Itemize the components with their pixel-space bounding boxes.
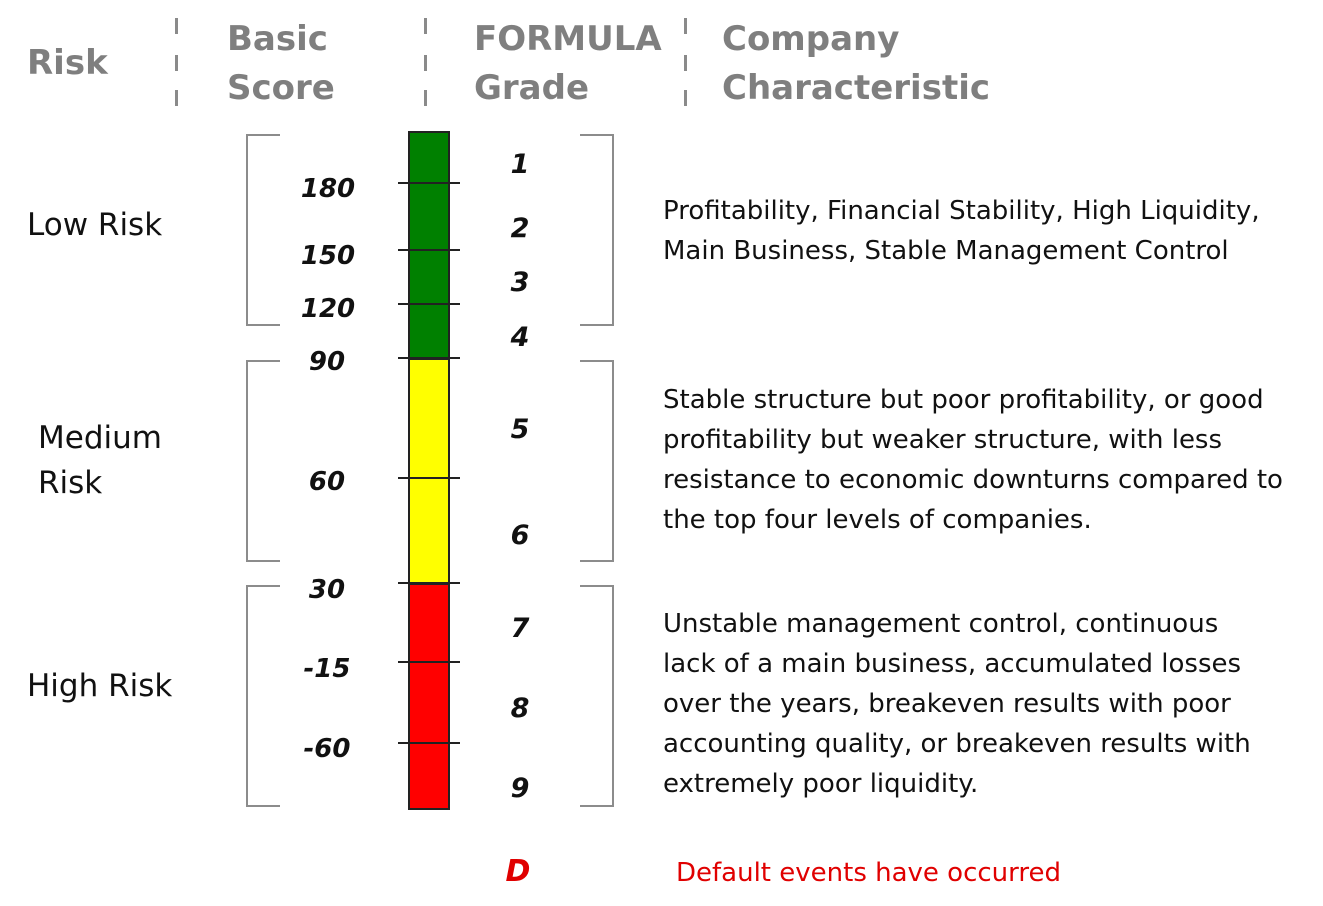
default-grade-label: D (505, 854, 531, 889)
default-description: Default events have occurred (676, 858, 1062, 888)
grade-label: 2 (510, 213, 530, 244)
grade-label: 5 (510, 414, 530, 445)
grade-label: 1 (510, 149, 530, 180)
grade-label: 9 (510, 773, 530, 804)
score-label: -60 (303, 734, 351, 764)
tick-minus15 (398, 661, 460, 663)
description-low-risk: Profitability, Financial Stability, High… (663, 196, 1260, 266)
risk-label-low: Low Risk (27, 207, 163, 243)
tick-90 (398, 357, 460, 359)
right-bracket-low (580, 134, 614, 326)
description-medium-risk: Stable structure but poor profitability,… (663, 385, 1283, 535)
risk-label-high: High Risk (27, 668, 173, 704)
tick-30 (398, 582, 460, 584)
grade-label: 3 (510, 267, 530, 298)
risk-label-medium-line1: Medium (38, 420, 162, 456)
risk-label-medium-line2: Risk (38, 465, 103, 501)
score-label: 30 (308, 575, 346, 605)
header-company-characteristic-line2: Characteristic (722, 68, 990, 108)
grade-label: 6 (510, 520, 530, 551)
score-label: -15 (303, 654, 351, 684)
tick-minus60 (398, 742, 460, 744)
left-bracket-high (246, 585, 280, 807)
tick-120 (398, 303, 460, 305)
left-bracket-medium (246, 360, 280, 562)
header-formula-grade-line1: FORMULA (474, 19, 662, 59)
grade-label: 7 (510, 613, 530, 644)
tick-180 (398, 182, 460, 184)
score-label: 60 (308, 467, 346, 497)
grade-label: 8 (510, 693, 530, 724)
header-basic-score-line2: Score (227, 68, 335, 108)
score-label: 90 (308, 347, 346, 377)
bar-segment-high (408, 583, 450, 810)
header-company-characteristic-line1: Company (722, 19, 900, 59)
bar-segment-medium (408, 358, 450, 583)
right-bracket-high (580, 585, 614, 807)
score-label: 120 (300, 294, 356, 324)
score-label: 150 (300, 241, 356, 271)
header-risk: Risk (27, 43, 108, 83)
score-label: 180 (300, 174, 356, 204)
tick-60 (398, 477, 460, 479)
grade-label: 4 (510, 322, 530, 353)
description-high-risk: Unstable management control, continuous … (663, 609, 1251, 799)
header-formula-grade-line2: Grade (474, 68, 590, 108)
tick-150 (398, 249, 460, 251)
left-bracket-low (246, 134, 280, 326)
bar-segment-low (408, 131, 450, 358)
right-bracket-medium (580, 360, 614, 562)
header-basic-score-line1: Basic (227, 19, 328, 59)
